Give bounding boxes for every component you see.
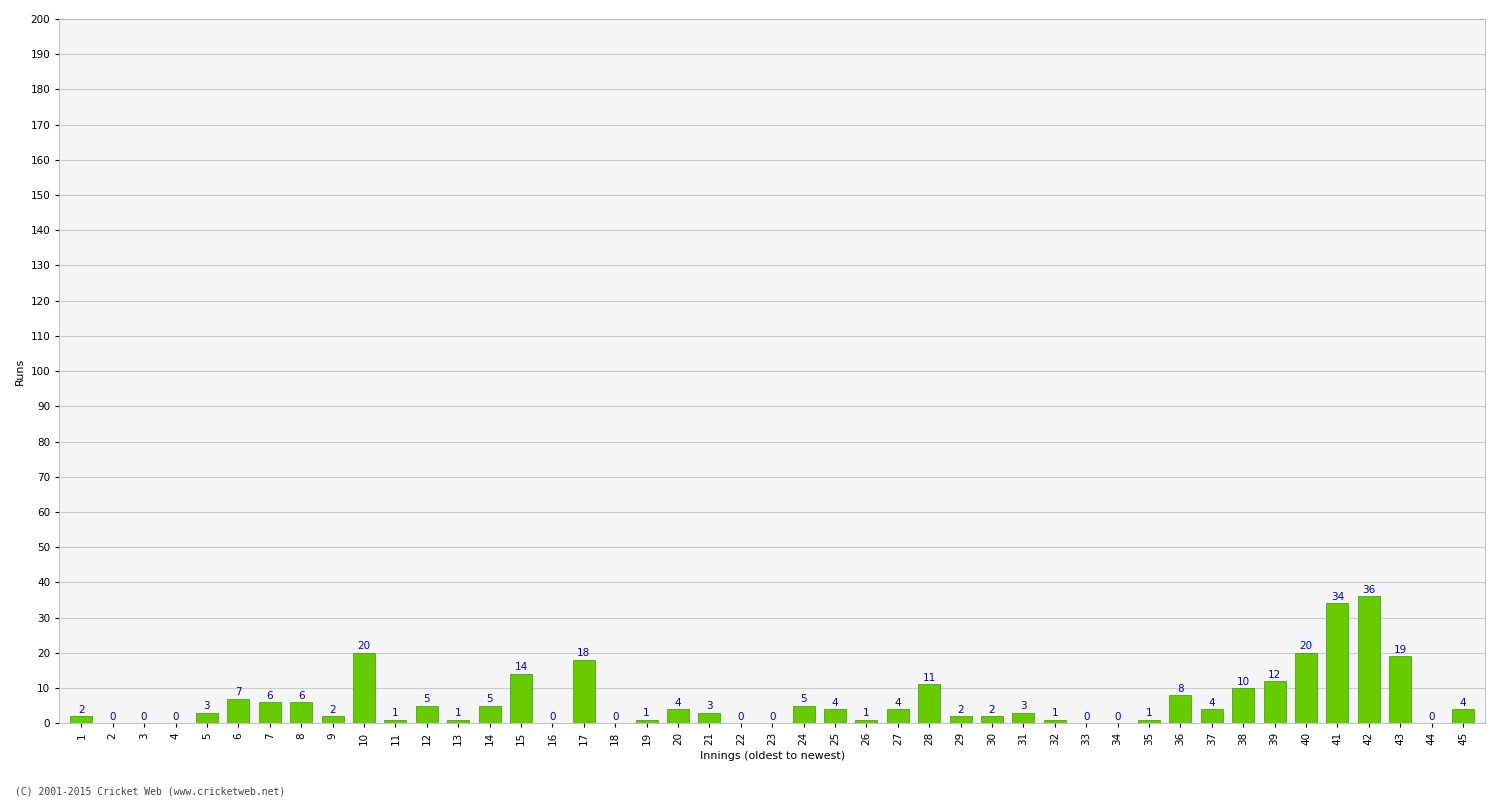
- Text: 1: 1: [644, 708, 650, 718]
- Bar: [981, 716, 1004, 723]
- Text: 2: 2: [78, 705, 84, 714]
- Bar: [196, 713, 217, 723]
- Text: 0: 0: [1428, 712, 1436, 722]
- Bar: [1452, 709, 1474, 723]
- Text: 1: 1: [454, 708, 462, 718]
- Bar: [510, 674, 532, 723]
- Text: 0: 0: [172, 712, 178, 722]
- Text: 1: 1: [392, 708, 399, 718]
- Bar: [668, 709, 688, 723]
- Bar: [1232, 688, 1254, 723]
- Text: (C) 2001-2015 Cricket Web (www.cricketweb.net): (C) 2001-2015 Cricket Web (www.cricketwe…: [15, 786, 285, 796]
- Text: 2: 2: [328, 705, 336, 714]
- Text: 20: 20: [357, 642, 370, 651]
- Bar: [290, 702, 312, 723]
- Bar: [1326, 603, 1348, 723]
- Text: 7: 7: [236, 687, 242, 697]
- Bar: [1263, 681, 1286, 723]
- Bar: [1170, 695, 1191, 723]
- Y-axis label: Runs: Runs: [15, 358, 26, 385]
- Bar: [1044, 720, 1066, 723]
- Text: 6: 6: [267, 690, 273, 701]
- Text: 34: 34: [1330, 592, 1344, 602]
- Bar: [416, 706, 438, 723]
- Bar: [1202, 709, 1222, 723]
- Text: 2: 2: [957, 705, 964, 714]
- Text: 5: 5: [486, 694, 494, 704]
- Text: 1: 1: [1052, 708, 1058, 718]
- Bar: [855, 720, 877, 723]
- Text: 0: 0: [612, 712, 618, 722]
- Bar: [352, 653, 375, 723]
- Text: 20: 20: [1299, 642, 1312, 651]
- Bar: [1138, 720, 1160, 723]
- Text: 5: 5: [801, 694, 807, 704]
- Text: 0: 0: [770, 712, 776, 722]
- Text: 18: 18: [578, 648, 591, 658]
- Text: 0: 0: [1083, 712, 1089, 722]
- Bar: [258, 702, 280, 723]
- Bar: [824, 709, 846, 723]
- Bar: [886, 709, 909, 723]
- Text: 0: 0: [141, 712, 147, 722]
- Text: 4: 4: [1460, 698, 1467, 708]
- Bar: [699, 713, 720, 723]
- Text: 19: 19: [1394, 645, 1407, 655]
- Text: 4: 4: [675, 698, 681, 708]
- Bar: [1013, 713, 1035, 723]
- Bar: [918, 685, 940, 723]
- Bar: [384, 720, 406, 723]
- Bar: [636, 720, 657, 723]
- Bar: [1294, 653, 1317, 723]
- Text: 12: 12: [1268, 670, 1281, 679]
- Text: 8: 8: [1178, 683, 1184, 694]
- Text: 4: 4: [894, 698, 902, 708]
- Text: 10: 10: [1236, 677, 1250, 686]
- Bar: [321, 716, 344, 723]
- Text: 3: 3: [204, 701, 210, 711]
- Text: 14: 14: [514, 662, 528, 673]
- Bar: [228, 698, 249, 723]
- Bar: [447, 720, 470, 723]
- Text: 4: 4: [831, 698, 839, 708]
- Text: 1: 1: [862, 708, 870, 718]
- Text: 2: 2: [988, 705, 996, 714]
- Text: 6: 6: [298, 690, 304, 701]
- Text: 3: 3: [1020, 701, 1026, 711]
- Bar: [950, 716, 972, 723]
- Text: 5: 5: [423, 694, 430, 704]
- Text: 0: 0: [110, 712, 116, 722]
- Text: 11: 11: [922, 673, 936, 683]
- Text: 0: 0: [738, 712, 744, 722]
- X-axis label: Innings (oldest to newest): Innings (oldest to newest): [699, 751, 844, 761]
- Text: 0: 0: [549, 712, 555, 722]
- Bar: [1358, 597, 1380, 723]
- Bar: [70, 716, 93, 723]
- Text: 1: 1: [1146, 708, 1152, 718]
- Text: 36: 36: [1362, 585, 1376, 595]
- Bar: [792, 706, 814, 723]
- Text: 4: 4: [1209, 698, 1215, 708]
- Bar: [573, 660, 594, 723]
- Bar: [1389, 656, 1411, 723]
- Bar: [478, 706, 501, 723]
- Text: 3: 3: [706, 701, 712, 711]
- Text: 0: 0: [1114, 712, 1120, 722]
